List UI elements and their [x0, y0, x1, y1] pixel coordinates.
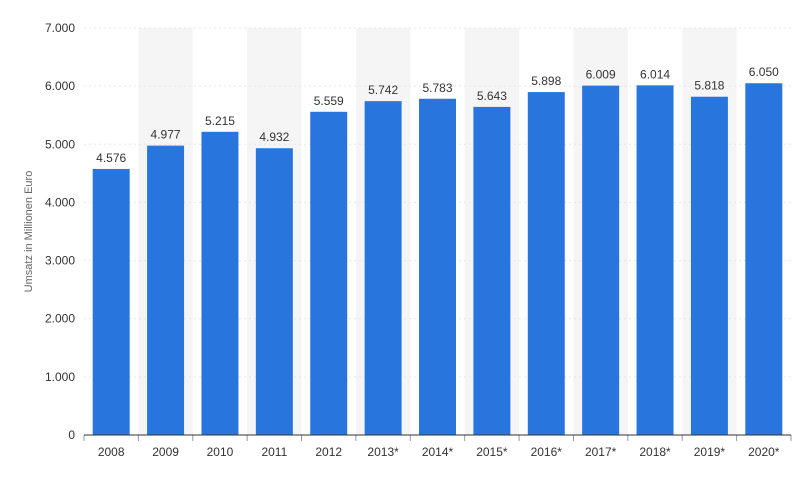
y-tick-label: 3.000	[45, 254, 75, 268]
x-tick-label: 2013*	[367, 445, 399, 459]
bar-2017[interactable]	[582, 85, 620, 435]
y-tick-label: 2.000	[45, 312, 75, 326]
bar-2018[interactable]	[636, 85, 674, 435]
x-tick-label: 2009	[152, 445, 179, 459]
y-tick-label: 7.000	[45, 21, 75, 35]
y-tick-label: 6.000	[45, 79, 75, 93]
x-tick-label: 2012	[315, 445, 342, 459]
x-tick-label: 2018*	[639, 445, 671, 459]
x-axis-ticks: 2008 2009 2010 2011 2012 2013* 2014* 2015* 2016*…	[83, 435, 792, 459]
y-tick-label: 5.000	[45, 137, 75, 151]
x-tick-label: 2017*	[585, 445, 617, 459]
data-label: 6.009	[586, 68, 616, 82]
x-tick-label: 2020*	[748, 445, 780, 459]
bar-2011[interactable]	[255, 148, 293, 435]
data-label: 4.576	[96, 151, 126, 165]
data-label: 5.643	[477, 89, 507, 103]
y-tick-label: 0	[68, 428, 75, 442]
x-tick-label: 2010	[207, 445, 234, 459]
x-tick-label: 2008	[98, 445, 125, 459]
bars	[92, 83, 783, 436]
data-label: 6.050	[749, 65, 779, 79]
data-label: 5.742	[368, 83, 398, 97]
data-label: 6.014	[640, 67, 670, 81]
bar-2019[interactable]	[690, 96, 728, 435]
data-label: 5.818	[694, 79, 724, 93]
bar-2013[interactable]	[364, 101, 402, 436]
y-tick-label: 4.000	[45, 195, 75, 209]
bar-2016[interactable]	[527, 92, 565, 435]
y-axis-title: Umsatz in Millionen Euro	[23, 171, 35, 293]
x-tick-label: 2019*	[694, 445, 726, 459]
bar-2012[interactable]	[310, 111, 348, 435]
x-tick-label: 2015*	[476, 445, 508, 459]
bar-2020[interactable]	[745, 83, 783, 435]
data-label: 5.783	[422, 81, 452, 95]
data-label: 5.215	[205, 114, 235, 128]
data-label: 4.977	[151, 128, 181, 142]
data-label: 5.898	[531, 74, 561, 88]
bar-2009[interactable]	[147, 145, 185, 436]
y-tick-label: 1.000	[45, 370, 75, 384]
bar-2014[interactable]	[419, 98, 456, 435]
data-label: 4.932	[259, 130, 289, 144]
bar-2015[interactable]	[473, 106, 511, 436]
data-label: 5.559	[314, 94, 344, 108]
bar-2010[interactable]	[201, 131, 239, 435]
x-tick-label: 2014*	[422, 445, 454, 459]
x-tick-label: 2016*	[531, 445, 563, 459]
y-axis-ticks: 0 1.000 2.000 3.000 4.000 5.000 6.000 7.000	[45, 21, 75, 442]
data-labels: 4.576 4.977 5.215 4.932 5.559 5.742 5.783 5.643…	[96, 65, 779, 165]
bar-2008[interactable]	[92, 168, 130, 435]
x-tick-label: 2011	[261, 445, 287, 459]
